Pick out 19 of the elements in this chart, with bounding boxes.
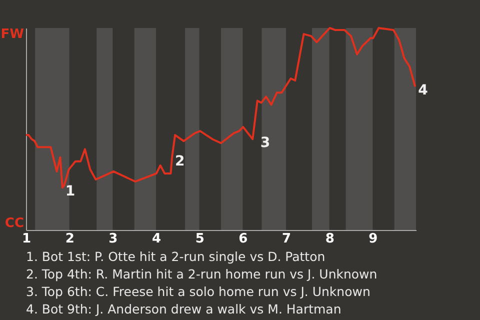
annotation: 4 xyxy=(418,82,428,99)
text: CC xyxy=(4,216,24,231)
x-tick-label: 2 xyxy=(65,232,74,246)
annotation: 3 xyxy=(260,135,270,152)
x-tick-label: 1 xyxy=(22,232,32,246)
text: 4. Bot 9th: J. Anderson drew a walk vs M. Hartman xyxy=(26,302,342,316)
x-tick-label: 4 xyxy=(152,232,162,246)
x-tick-label: 7 xyxy=(282,232,292,246)
annotation: 2 xyxy=(175,153,185,170)
x-tick-label: 6 xyxy=(238,232,248,246)
x-tick-label: 8 xyxy=(325,232,334,246)
text: 3. Top 6th: C. Freese hit a solo home run vs J. Unknown xyxy=(26,284,370,299)
text: 2. Top 4th: R. Martin hit a 2-run home run vs J. Unknown xyxy=(26,266,378,282)
text: 1. Bot 1st: P. Otte hit a 2-run single vs D. Patton xyxy=(26,249,326,264)
x-tick-label: 3 xyxy=(108,232,118,246)
x-tick-label: 9 xyxy=(368,232,378,246)
annotation: 1 xyxy=(65,184,76,200)
text: FW xyxy=(0,27,24,42)
x-tick-label: 5 xyxy=(195,232,204,246)
